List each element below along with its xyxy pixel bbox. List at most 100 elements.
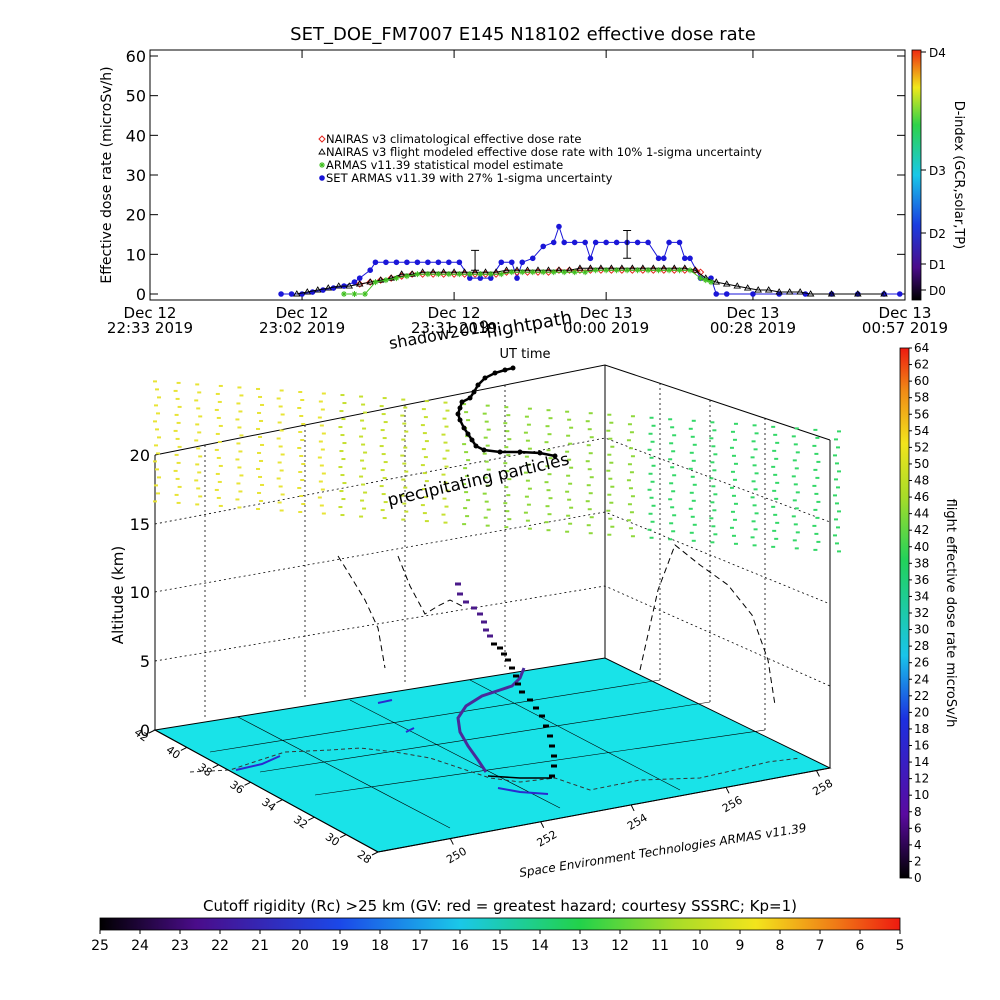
flight-point: [515, 682, 521, 686]
set-armas-point: [676, 239, 683, 246]
set-armas-point: [435, 259, 442, 266]
flight-point: [459, 399, 465, 405]
dose-tick-label: 34: [914, 589, 929, 603]
longitude-tick-label: 254: [625, 811, 650, 833]
armas-stat-point: [445, 271, 452, 278]
flight-point: [465, 431, 471, 437]
top-y-tick-label: 40: [126, 126, 146, 145]
dose-tick-label: 52: [914, 440, 929, 454]
rigidity-tick-label: 13: [571, 938, 589, 954]
altitude-tick-label: 5: [140, 652, 150, 671]
nairas-flight-point: [397, 270, 406, 277]
precipitating-particles-field: [153, 380, 841, 553]
armas-stat-point: [624, 267, 631, 274]
dose-tick-label: 12: [914, 772, 929, 786]
floor-lon-line: [237, 716, 451, 829]
nairas-flight-point: [586, 264, 595, 271]
floor-lat-line: [314, 729, 766, 796]
set-armas-point: [582, 239, 588, 246]
rigidity-tick-label: 14: [531, 938, 549, 954]
rigidity-tick-label: 20: [291, 938, 309, 954]
top-y-axis-label: Effective dose rate (microSv/h): [99, 66, 115, 283]
flight-point: [457, 417, 463, 423]
nairas-clim-point: [565, 266, 574, 274]
top-x-tick-label-date: Dec 13: [727, 304, 780, 322]
armas-stat-point: [466, 271, 473, 278]
top-x-tick-label-time: 00:28 2019: [710, 319, 796, 337]
flight-point: [509, 666, 515, 670]
armas-stat-point: [382, 277, 389, 284]
top-x-tick-label-time: 00:00 2019: [563, 319, 649, 337]
set-armas-point: [655, 255, 662, 262]
set-armas-point: [587, 255, 594, 262]
flight-point: [510, 365, 516, 371]
nairas-flight-point: [387, 274, 395, 281]
flight-point: [505, 658, 511, 662]
top-y-tick-label: 50: [126, 87, 146, 106]
dose-tick-label: 4: [914, 838, 922, 852]
front-left-edge: [154, 729, 379, 853]
set-armas-point: [540, 243, 547, 250]
top-x-tick-label-time: 23:02 2019: [259, 319, 345, 337]
flight-point: [501, 652, 507, 656]
armas-stat-point: [571, 269, 578, 276]
set-armas-point: [550, 239, 557, 246]
rigidity-colorbar-group: Cutoff rigidity (Rc) >25 km (GV: red = g…: [91, 897, 904, 954]
dose-tick-label: 50: [914, 457, 929, 471]
flight-point: [481, 447, 487, 453]
rigidity-tick-label: 23: [171, 938, 189, 954]
dose-colorbar: [899, 347, 910, 879]
armas-stat-point: [477, 271, 484, 278]
dose-tick-label: 64: [914, 341, 929, 355]
armas-stat-point: [666, 267, 673, 274]
altitude-ticks: 0 5 10 15 20: [130, 446, 150, 740]
dose-tick-label: 8: [914, 805, 922, 819]
flight-point: [517, 449, 523, 455]
nairas-flight-point: [334, 282, 343, 289]
armas-stat-point: [340, 291, 347, 297]
top-back-edge: [154, 364, 831, 456]
latitude-tick-label: 36: [227, 778, 246, 797]
set-armas-point: [529, 255, 536, 262]
altitude-tick-label: 10: [130, 583, 150, 602]
dose-tick-label: 44: [914, 507, 929, 521]
armas-stat-point: [550, 269, 557, 276]
nairas-flight-point: [743, 284, 752, 291]
rigidity-tick-label: 22: [211, 938, 229, 954]
set-armas-point: [666, 239, 672, 246]
set-armas-point: [592, 239, 599, 246]
legend-label-armas_stat: ARMAS v11.39 statistical model estimate: [326, 158, 563, 172]
nairas-clim-point: [318, 135, 326, 143]
dose-colorbar-ticks: 0246810121416182022242628303234363840424…: [909, 341, 929, 885]
nairas-flight-point: [408, 270, 416, 277]
set-armas-point: [467, 275, 473, 281]
error-bar: [623, 230, 632, 259]
longitude-tick-mark: [630, 804, 635, 812]
top-y-tick-label: 0: [136, 285, 146, 304]
armas-stat-point: [603, 267, 610, 274]
nairas-flight-point: [324, 284, 333, 291]
armas-stat-point: [540, 269, 547, 276]
latitude-tick-label: 38: [196, 761, 215, 780]
set-armas-point: [393, 259, 400, 266]
floor-contour: [189, 747, 801, 791]
rigidity-colorbar-ticks: 25 24 23 22 21 20 19 18 17 16 15 14 13 12 11 10 9 8 7 6 5: [91, 930, 904, 954]
front-right-edge: [377, 767, 831, 853]
series-set_armas: [278, 223, 903, 297]
armas-stat-point: [529, 269, 536, 276]
floor-lon-line: [469, 679, 681, 791]
nairas-flight-point: [345, 282, 354, 289]
rigidity-tick-label: 11: [651, 938, 669, 954]
latitude-tick-label: 32: [291, 813, 310, 832]
top-y-ticks: 0 10 20 30 40 50 60: [126, 47, 905, 304]
floor-grid: [209, 679, 766, 829]
top-x-tick-label-date: Dec 12: [276, 304, 329, 322]
armas-stat-point: [508, 269, 515, 276]
dindex-tick-label: D1: [929, 258, 946, 272]
armas-stat-point: [645, 267, 652, 274]
nairas-flight-point: [691, 266, 700, 273]
armas-stat-point: [403, 273, 410, 280]
floor-lat-line: [209, 679, 661, 753]
set-armas-point: [750, 291, 756, 297]
